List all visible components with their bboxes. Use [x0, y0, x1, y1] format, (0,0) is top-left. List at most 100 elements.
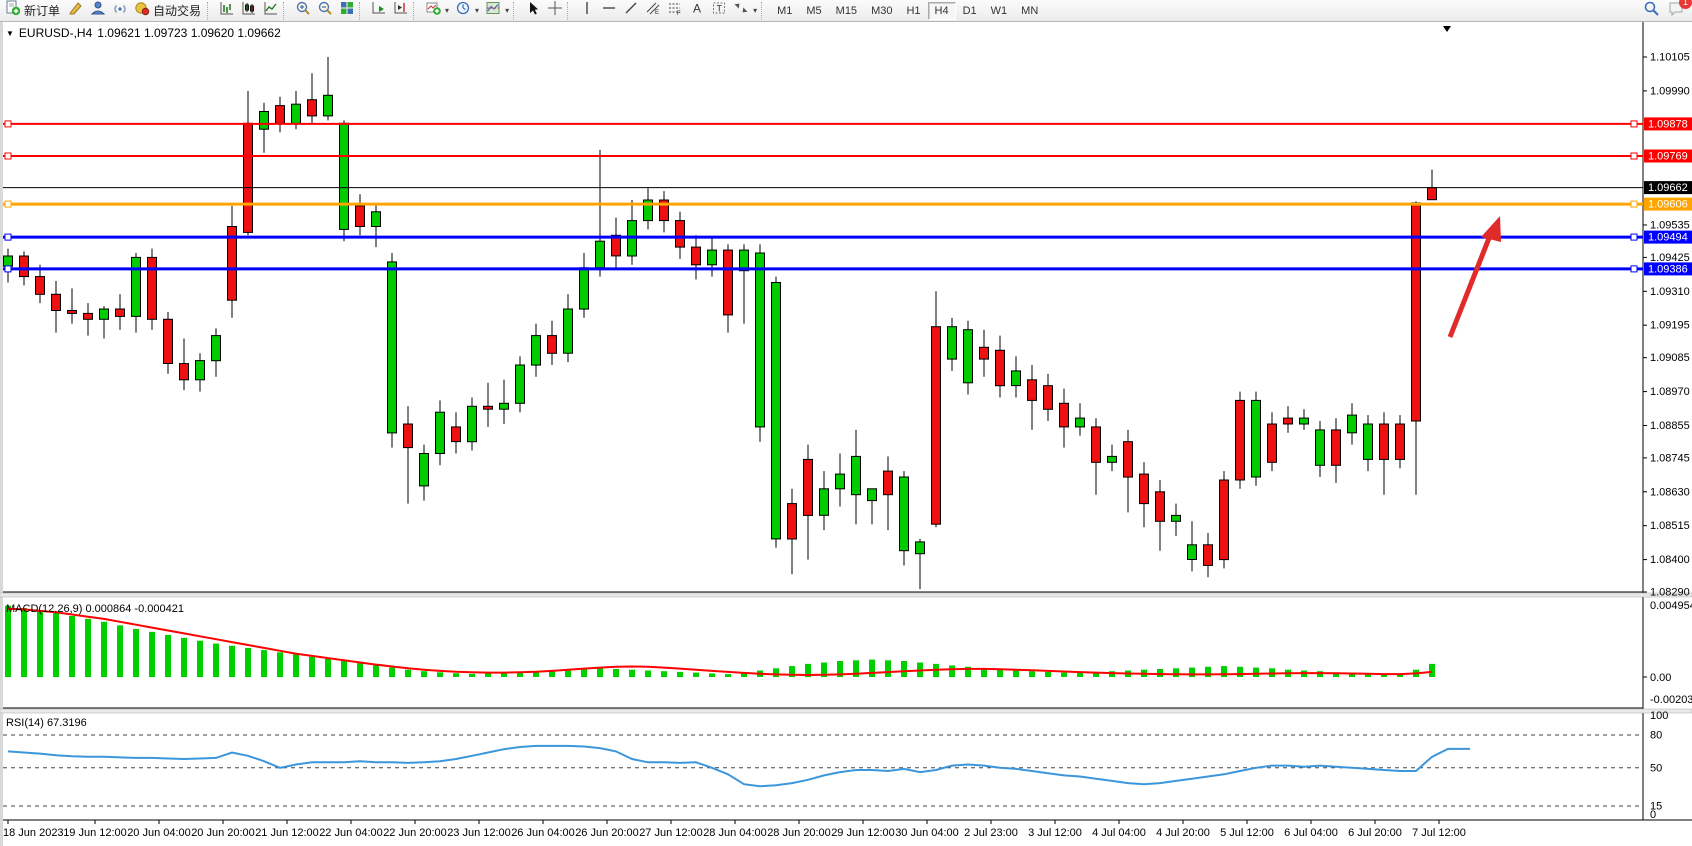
candles-layer	[3, 57, 1437, 590]
dropdown-caret-icon: ▾	[445, 6, 450, 15]
svg-text:1.09425: 1.09425	[1650, 252, 1690, 264]
svg-text:1.09990: 1.09990	[1650, 85, 1690, 97]
svg-text:80: 80	[1650, 730, 1662, 742]
new-order-icon	[5, 0, 21, 21]
line-handle[interactable]	[1630, 200, 1638, 208]
svg-text:5 Jul 12:00: 5 Jul 12:00	[1220, 827, 1274, 839]
chart-window[interactable]: ▼ EURUSD-,H4 1.09621 1.09723 1.09620 1.0…	[0, 22, 1692, 846]
svg-text:15: 15	[1650, 800, 1662, 812]
candlestick-chart-button[interactable]	[238, 1, 260, 21]
tile-windows-button[interactable]	[336, 1, 358, 21]
line-handle[interactable]	[4, 233, 12, 241]
candlestick-chart-icon	[241, 0, 257, 21]
auto-scroll-button[interactable]	[368, 1, 390, 21]
horizontal-lines-layer[interactable]	[3, 120, 1643, 273]
horizontal-line-tool-button[interactable]	[598, 1, 620, 21]
timeframe-MN[interactable]: MN	[1021, 4, 1039, 17]
channel-tool-button[interactable]: E	[642, 1, 664, 21]
toolbar-separator	[761, 1, 769, 20]
cursor-tool-button[interactable]	[522, 1, 544, 21]
vertical-line-tool-button[interactable]	[576, 1, 598, 21]
zoom-in-icon	[295, 0, 311, 21]
timeframe-H4[interactable]: H4	[927, 1, 956, 20]
chat-button[interactable]: 1	[1668, 0, 1692, 22]
svg-text:22 Jun 20:00: 22 Jun 20:00	[383, 827, 447, 839]
svg-text:A: A	[693, 2, 701, 16]
timeframe-M1[interactable]: M1	[777, 4, 793, 17]
chart-shift-marker[interactable]	[1443, 26, 1451, 32]
timeframe-M5[interactable]: M5	[806, 4, 822, 17]
chart-canvas[interactable]: 1.10105 1.09990 1.09535 1.09425 1.09310 1.091…	[0, 22, 1692, 846]
timeframe-W1[interactable]: W1	[990, 4, 1008, 17]
bar-chart-button[interactable]	[216, 1, 238, 21]
line-handle[interactable]	[4, 120, 12, 128]
toolbar-right: 1	[1643, 0, 1692, 22]
text-label-tool-button[interactable]: T	[708, 1, 730, 21]
pencil-icon	[68, 0, 84, 21]
time-axis[interactable]: 18 Jun 2023 19 Jun 12:00 20 Jun 04:00 20 Ju…	[3, 820, 1466, 839]
signal-icon	[112, 0, 128, 21]
line-handle[interactable]	[1630, 265, 1638, 273]
template-button[interactable]: ▾	[482, 1, 512, 21]
svg-text:28 Jun 20:00: 28 Jun 20:00	[767, 827, 831, 839]
line-handle[interactable]	[4, 152, 12, 160]
timeframe-H1[interactable]: H1	[906, 4, 921, 17]
styler-button[interactable]	[65, 1, 87, 21]
line-chart-button[interactable]	[260, 1, 282, 21]
chart-title: ▼ EURUSD-,H4 1.09621 1.09723 1.09620 1.0…	[6, 26, 281, 40]
toolbar-separator	[413, 1, 421, 20]
crosshair-tool-button[interactable]	[544, 1, 566, 21]
new-order-button[interactable]: 新订单	[2, 0, 65, 21]
zoom-out-button[interactable]	[314, 1, 336, 21]
annotation-arrow[interactable]	[1447, 216, 1501, 338]
svg-text:23 Jun 12:00: 23 Jun 12:00	[447, 827, 511, 839]
zoom-in-button[interactable]	[292, 1, 314, 21]
chart-shift-icon	[393, 0, 409, 21]
template-icon	[485, 0, 501, 21]
line-handle[interactable]	[1630, 120, 1638, 128]
autotrade-label: 自动交易	[153, 4, 202, 18]
signal-button[interactable]	[109, 1, 131, 21]
autotrade-button[interactable]: 自动交易	[131, 1, 206, 21]
line-handle[interactable]	[1630, 152, 1638, 160]
crosshair-icon	[547, 0, 563, 21]
line-handle[interactable]	[1630, 233, 1638, 241]
svg-text:27 Jun 12:00: 27 Jun 12:00	[639, 827, 703, 839]
svg-text:4 Jul 04:00: 4 Jul 04:00	[1092, 827, 1146, 839]
line-handle[interactable]	[4, 265, 12, 273]
toolbar-separator	[283, 1, 291, 20]
trendline-tool-button[interactable]	[620, 1, 642, 21]
toolbar: 新订单 自动交易	[0, 0, 1692, 22]
add-indicator-button[interactable]: ▾	[422, 1, 452, 21]
arrows-tool-button[interactable]: ▾	[730, 1, 760, 21]
macd-panel[interactable]: 0.004954 0.00 -0.002038	[5, 600, 1692, 706]
svg-text:26 Jun 20:00: 26 Jun 20:00	[575, 827, 639, 839]
svg-text:3 Jul 12:00: 3 Jul 12:00	[1028, 827, 1082, 839]
dropdown-caret-icon: ▾	[753, 6, 758, 15]
toolbar-separator	[567, 1, 575, 20]
symbol-period-label: EURUSD-,H4	[18, 26, 93, 40]
fibonacci-icon: F	[667, 0, 683, 21]
text-tool-button[interactable]: A	[686, 1, 708, 21]
chart-shift-button[interactable]	[390, 1, 412, 21]
chat-badge: 1	[1679, 0, 1692, 9]
search-icon[interactable]	[1643, 0, 1660, 22]
timeframe-M15[interactable]: M15	[835, 4, 858, 17]
svg-text:26 Jun 04:00: 26 Jun 04:00	[511, 827, 575, 839]
timeframe-D1[interactable]: D1	[962, 4, 977, 17]
line-handle[interactable]	[4, 200, 12, 208]
dropdown-caret-icon: ▾	[505, 6, 510, 15]
price-axis[interactable]: 1.10105 1.09990 1.09535 1.09425 1.09310 1.091…	[1643, 52, 1692, 599]
timeframe-M30[interactable]: M30	[871, 4, 893, 17]
svg-text:0: 0	[1650, 809, 1656, 821]
svg-text:1.09662: 1.09662	[1648, 182, 1688, 194]
auto-scroll-icon	[371, 0, 387, 21]
period-button[interactable]: ▾	[452, 1, 482, 21]
svg-text:1.10105: 1.10105	[1650, 52, 1690, 64]
profile-button[interactable]	[87, 1, 109, 21]
new-order-label: 新订单	[24, 4, 61, 18]
rsi-panel[interactable]: 100 80 50 150	[3, 710, 1668, 821]
fibonacci-tool-button[interactable]: F	[664, 1, 686, 21]
arrows-icon	[733, 0, 749, 21]
